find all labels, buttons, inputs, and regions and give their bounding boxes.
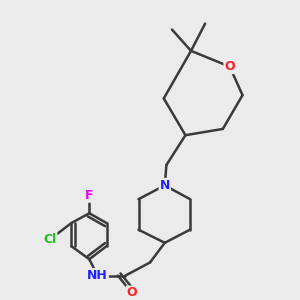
- Text: O: O: [224, 60, 235, 73]
- Text: Cl: Cl: [43, 233, 57, 246]
- Text: O: O: [127, 286, 137, 299]
- Text: NH: NH: [87, 269, 108, 282]
- Text: F: F: [85, 189, 94, 202]
- Text: N: N: [160, 179, 170, 192]
